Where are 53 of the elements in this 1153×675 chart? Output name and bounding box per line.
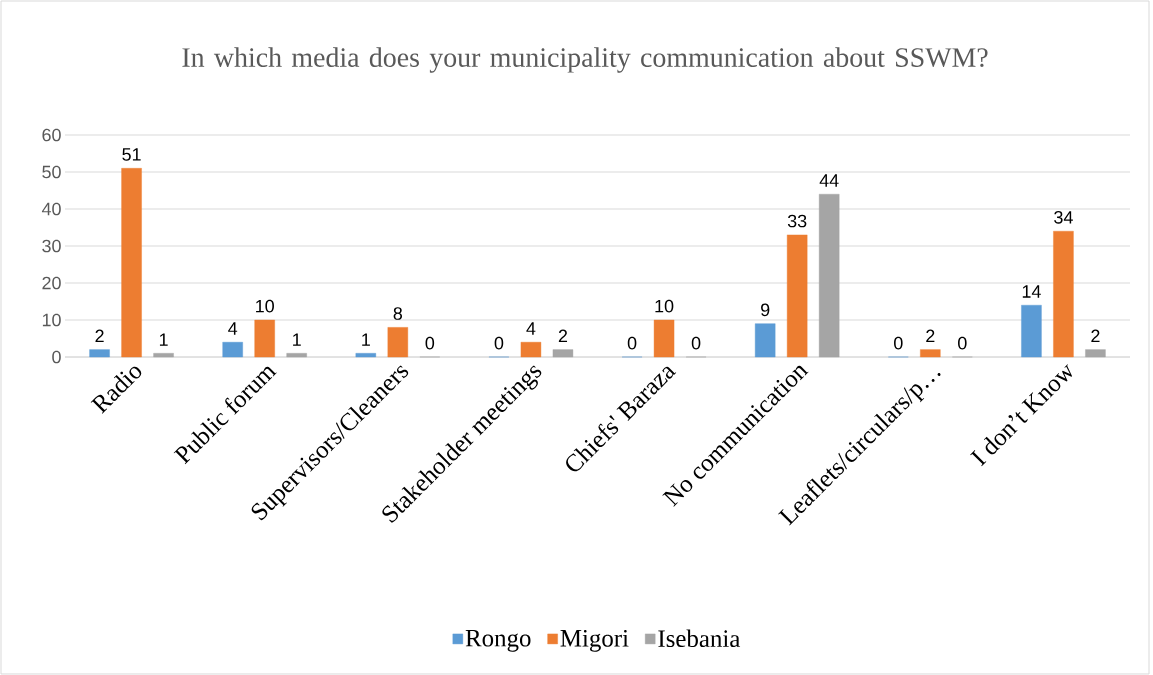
y-tick-label: 60 (42, 128, 61, 142)
bar (653, 319, 675, 358)
bar (153, 353, 174, 358)
bar (1021, 304, 1042, 358)
y-tick-label: 40 (41, 202, 61, 216)
data-label: 2 (926, 329, 935, 343)
data-label: 0 (691, 336, 701, 350)
bar (920, 349, 941, 358)
data-label: 10 (655, 299, 674, 313)
bar (286, 353, 307, 358)
bar (754, 323, 776, 358)
y-tick-label: 0 (52, 350, 61, 364)
data-label: 34 (1054, 210, 1073, 224)
data-label: 1 (362, 333, 370, 346)
data-label: 4 (228, 322, 238, 335)
bar (355, 353, 377, 358)
data-label: 10 (256, 299, 274, 313)
legend-label: Migori (560, 629, 629, 652)
bar (387, 327, 409, 358)
bar (818, 193, 840, 358)
data-label: 2 (1091, 329, 1100, 343)
data-label: 1 (159, 333, 168, 346)
y-tick-label: 10 (42, 313, 61, 327)
data-label: 8 (393, 307, 403, 320)
data-label: 2 (95, 329, 104, 343)
legend-label: Isebania (658, 629, 741, 648)
data-label: 1 (293, 333, 301, 346)
chart-title: In which media does your municipality communication about SSWM? (182, 47, 988, 73)
data-label: 0 (958, 336, 967, 350)
y-tick-label: 30 (42, 239, 61, 253)
data-label: 0 (627, 336, 637, 350)
data-label: 51 (122, 148, 141, 161)
bar (552, 349, 574, 358)
data-label: 9 (761, 303, 770, 317)
bar (1085, 349, 1106, 358)
data-label: 0 (894, 336, 903, 350)
bar (786, 234, 808, 358)
data-label: 4 (526, 322, 536, 335)
y-tick-label: 50 (42, 165, 61, 179)
data-label: 33 (787, 214, 807, 228)
data-label: 2 (558, 329, 568, 343)
y-tick-label: 20 (42, 276, 61, 290)
bar (1053, 230, 1074, 358)
data-label: 14 (1022, 285, 1041, 298)
bar (222, 341, 243, 358)
bar (121, 168, 142, 358)
bar (520, 341, 542, 358)
legend-label: Rongo (465, 630, 531, 652)
data-label: 44 (819, 174, 839, 187)
data-label: 0 (425, 336, 435, 350)
data-label: 0 (494, 336, 504, 350)
bar (254, 319, 275, 358)
bar (89, 349, 110, 358)
